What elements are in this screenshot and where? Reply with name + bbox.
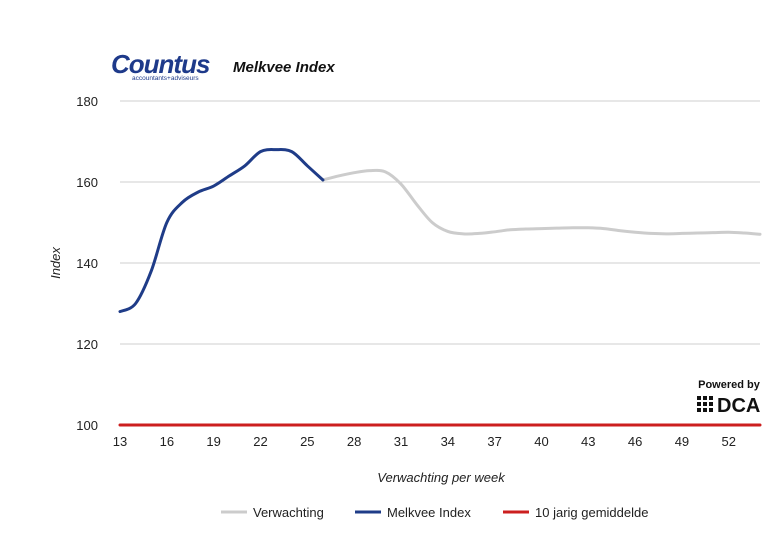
x-tick-label: 52 [722,434,736,449]
series-lines [118,148,762,427]
x-tick-label: 28 [347,434,361,449]
x-tick-label: 31 [394,434,408,449]
x-tick-label: 16 [160,434,174,449]
series-line-verwachting [321,168,762,236]
dca-brand: DCA [717,395,760,417]
x-tick-label: 40 [534,434,548,449]
x-tick-label: 46 [628,434,642,449]
powered-by-label: Powered by [698,379,761,391]
legend-label-verwachting: Verwachting [253,505,324,520]
x-tick-label: 13 [113,434,127,449]
grid-lines [120,100,760,426]
x-tick-label: 49 [675,434,689,449]
dca-grid-icon [697,396,713,412]
x-axis-title: Verwachting per week [377,470,506,485]
logo-name: Countus [111,49,210,79]
y-axis-title: Index [48,247,63,279]
y-tick-label: 180 [76,94,98,109]
x-tick-label: 34 [441,434,455,449]
chart-title: Melkvee Index [233,59,335,76]
y-tick-label: 140 [76,256,98,271]
y-tick-label: 120 [76,337,98,352]
legend-label-10-jarig-gemiddelde: 10 jarig gemiddelde [535,505,648,520]
x-tick-label: 43 [581,434,595,449]
x-tick-label: 25 [300,434,314,449]
series-line-melkvee-index [118,148,325,314]
y-tick-label: 160 [76,175,98,190]
countus-logo: Countus accountants+adviseurs [111,49,211,82]
powered-by-badge: Powered by DCA [697,379,761,417]
legend: Verwachting Melkvee Index 10 jarig gemidde… [221,505,648,520]
y-tick-label: 100 [76,418,98,433]
legend-label-melkvee-index: Melkvee Index [387,505,471,520]
y-tick-labels: 100 120 140 160 180 [76,94,98,433]
x-tick-label: 22 [253,434,267,449]
x-tick-labels: 13 16 19 22 25 28 31 34 37 40 43 46 49 52 [113,434,736,449]
x-tick-label: 37 [487,434,501,449]
logo-tagline: accountants+adviseurs [132,75,199,82]
x-tick-label: 19 [206,434,220,449]
